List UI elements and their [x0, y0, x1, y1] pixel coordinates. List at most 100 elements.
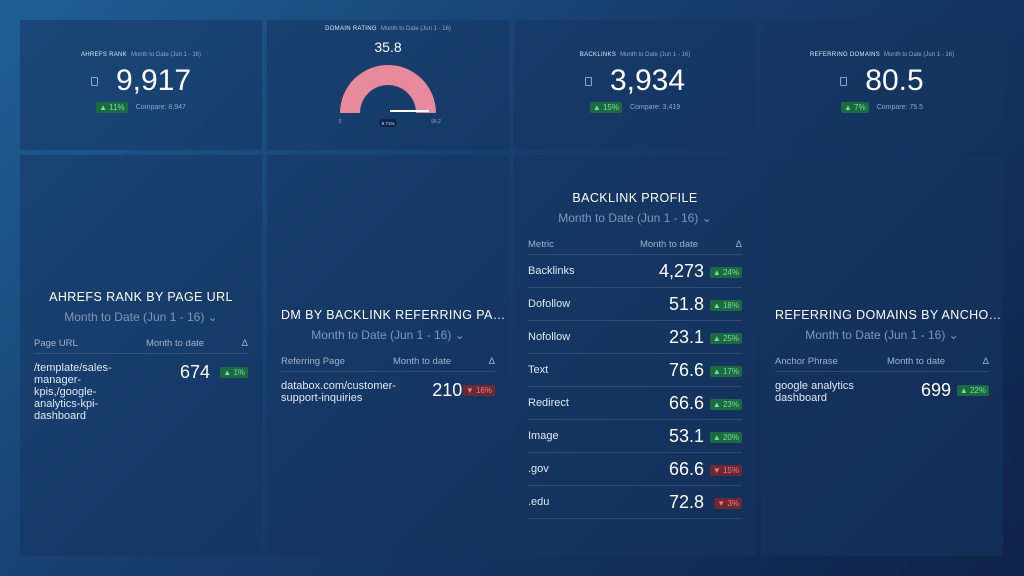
table-row: Image 53.1 ▲ 20%: [528, 420, 742, 453]
kpi-header: BACKLINKS Month to Date (Jun 1 - 16): [580, 52, 690, 58]
row-value: 23.1: [668, 326, 704, 347]
kpi-value-row: 3,934: [584, 64, 686, 98]
table-row: Redirect 66.6 ▲ 23%: [528, 387, 742, 420]
row-change-cell: ▲ 23%: [704, 394, 742, 412]
kpi-icon: [584, 76, 592, 86]
widget-title: REFERRING DOMAINS BY ANCHO…: [775, 307, 1002, 322]
table-header: Anchor Phrase Month to date Δ: [775, 356, 989, 372]
column-header: Metric: [528, 239, 554, 250]
table-row: Backlinks 4,273 ▲ 24%: [528, 255, 742, 288]
kpi-compare: Compare: 75.5: [876, 104, 923, 111]
kpi-icon: [840, 76, 848, 86]
table-row: .gov 66.6 ▼ 15%: [528, 453, 742, 486]
column-header: Δ: [735, 239, 742, 250]
row-change: ▲ 1%: [220, 366, 248, 378]
widget-title: AHREFS RANK BY PAGE URL: [49, 289, 233, 304]
widget-period: Month to Date (Jun 1 - 16): [281, 328, 495, 342]
kpi-period: Month to Date (Jun 1 - 16): [620, 52, 691, 58]
table-header: Page URL Month to date Δ: [34, 338, 248, 354]
table-widget: REFERRING DOMAINS BY ANCHO… Month to Date…: [761, 155, 1003, 556]
widget-period: Month to Date (Jun 1 - 16): [528, 211, 742, 225]
column-header: Anchor Phrase: [775, 355, 838, 367]
kpi-header: AHREFS RANK Month to Date (Jun 1 - 16): [81, 52, 201, 58]
gauge-card: DOMAIN RATING Month to Date (Jun 1 - 16) …: [267, 20, 509, 150]
row-change-cell: ▲ 25%: [704, 328, 742, 346]
table-row: Dofollow 51.8 ▲ 18%: [528, 288, 742, 321]
row-label: .gov: [528, 463, 549, 475]
row-change-cell: ▼ 15%: [704, 460, 742, 478]
row-change-cell: ▼ 3%: [704, 493, 742, 511]
row-change: ▲ 23%: [709, 399, 742, 410]
column-header: Month to date: [145, 337, 205, 349]
kpi-change: ▲ 15%: [589, 102, 622, 113]
row-change: ▲ 25%: [709, 333, 742, 344]
table-row: databox.com/customer-support-inquiries 21…: [281, 372, 495, 404]
row-value: 51.8: [668, 293, 704, 314]
table-widget: DM BY BACKLINK REFERRING PA… Month to Dat…: [267, 155, 509, 556]
row-change: ▲ 22%: [956, 384, 989, 396]
kpi-value-row: 9,917: [90, 64, 192, 98]
row-label: /template/sales-manager-kpis,/google-ana…: [34, 361, 112, 422]
kpi-value-row: 80.5: [840, 64, 924, 98]
row-value: 4,273: [658, 260, 704, 281]
row-label: Dofollow: [528, 298, 571, 310]
table-row: Text 76.6 ▲ 17%: [528, 354, 742, 387]
kpi-title: BACKLINKS: [579, 52, 617, 58]
row-change-cell: ▲ 20%: [704, 427, 742, 445]
table-row: Nofollow 23.1 ▲ 25%: [528, 321, 742, 354]
widget-period: Month to Date (Jun 1 - 16): [775, 328, 989, 342]
row-change: ▼ 3%: [714, 498, 742, 509]
gauge-period: Month to Date (Jun 1 - 16): [380, 26, 451, 32]
table-row: google analytics dashboard 699 ▲ 22%: [775, 372, 989, 404]
row-change: ▲ 17%: [709, 366, 742, 377]
kpi-card: AHREFS RANK Month to Date (Jun 1 - 16) 9,9…: [20, 20, 262, 150]
kpi-value: 80.5: [865, 64, 924, 97]
row-change: ▼ 16%: [462, 384, 495, 396]
widget-title: BACKLINK PROFILE: [572, 191, 698, 205]
table-widget: AHREFS RANK BY PAGE URL Month to Date (Ju…: [20, 155, 262, 556]
column-header: Month to date: [392, 355, 452, 367]
kpi-title: REFERRING DOMAINS: [809, 52, 881, 58]
row-change: ▲ 20%: [709, 432, 742, 443]
gauge-min: 0: [339, 119, 342, 125]
column-header: Referring Page: [281, 355, 345, 367]
gauge-arc: [340, 65, 436, 113]
row-change: ▲ 24%: [709, 267, 742, 278]
kpi-value: 9,917: [115, 64, 192, 97]
kpi-card: REFERRING DOMAINS Month to Date (Jun 1 - …: [761, 20, 1003, 150]
gauge-marker-bg: [379, 119, 397, 127]
row-label: Text: [528, 364, 549, 376]
kpi-period: Month to Date (Jun 1 - 16): [130, 52, 202, 58]
row-label: .edu: [528, 496, 550, 508]
row-change-cell: ▲ 22%: [951, 380, 989, 398]
kpi-card: BACKLINKS Month to Date (Jun 1 - 16) 3,934…: [514, 20, 756, 150]
table-header: Referring Page Month to date Δ: [281, 356, 495, 372]
kpi-icon: [90, 76, 98, 86]
row-label: google analytics dashboard: [775, 379, 854, 404]
kpi-period: Month to Date (Jun 1 - 16): [884, 52, 955, 58]
column-header: Δ: [982, 355, 989, 367]
kpi-change: ▲ 11%: [96, 102, 128, 113]
kpi-value: 3,934: [609, 64, 686, 97]
row-label: databox.com/customer-support-inquiries: [281, 379, 396, 404]
column-header: Δ: [241, 337, 248, 349]
kpi-compare: Compare: 8,947: [135, 104, 186, 111]
gauge-header: DOMAIN RATING Month to Date (Jun 1 - 16): [325, 26, 451, 32]
gauge: 0 99.2 6.71%: [339, 65, 441, 127]
row-change-cell: ▲ 17%: [704, 361, 742, 379]
row-label: Nofollow: [528, 331, 571, 343]
table-row: /template/sales-manager-kpis,/google-ana…: [34, 354, 248, 422]
kpi-change: ▲ 7%: [840, 102, 869, 113]
column-header: Month to date: [639, 239, 699, 250]
row-change-cell: ▲ 24%: [704, 262, 742, 280]
row-value: 66.6: [668, 458, 704, 479]
row-value: 699: [920, 379, 951, 400]
row-change-cell: ▲ 1%: [210, 362, 248, 380]
row-change-cell: ▲ 18%: [704, 295, 742, 313]
row-change: ▼ 15%: [709, 465, 742, 476]
widget-title: DM BY BACKLINK REFERRING PA…: [281, 307, 506, 322]
table-row: .edu 72.8 ▼ 3%: [528, 486, 742, 519]
column-header: Page URL: [34, 337, 78, 349]
column-header: Δ: [488, 355, 495, 367]
kpi-sub: ▲ 11% Compare: 8,947: [96, 102, 186, 113]
